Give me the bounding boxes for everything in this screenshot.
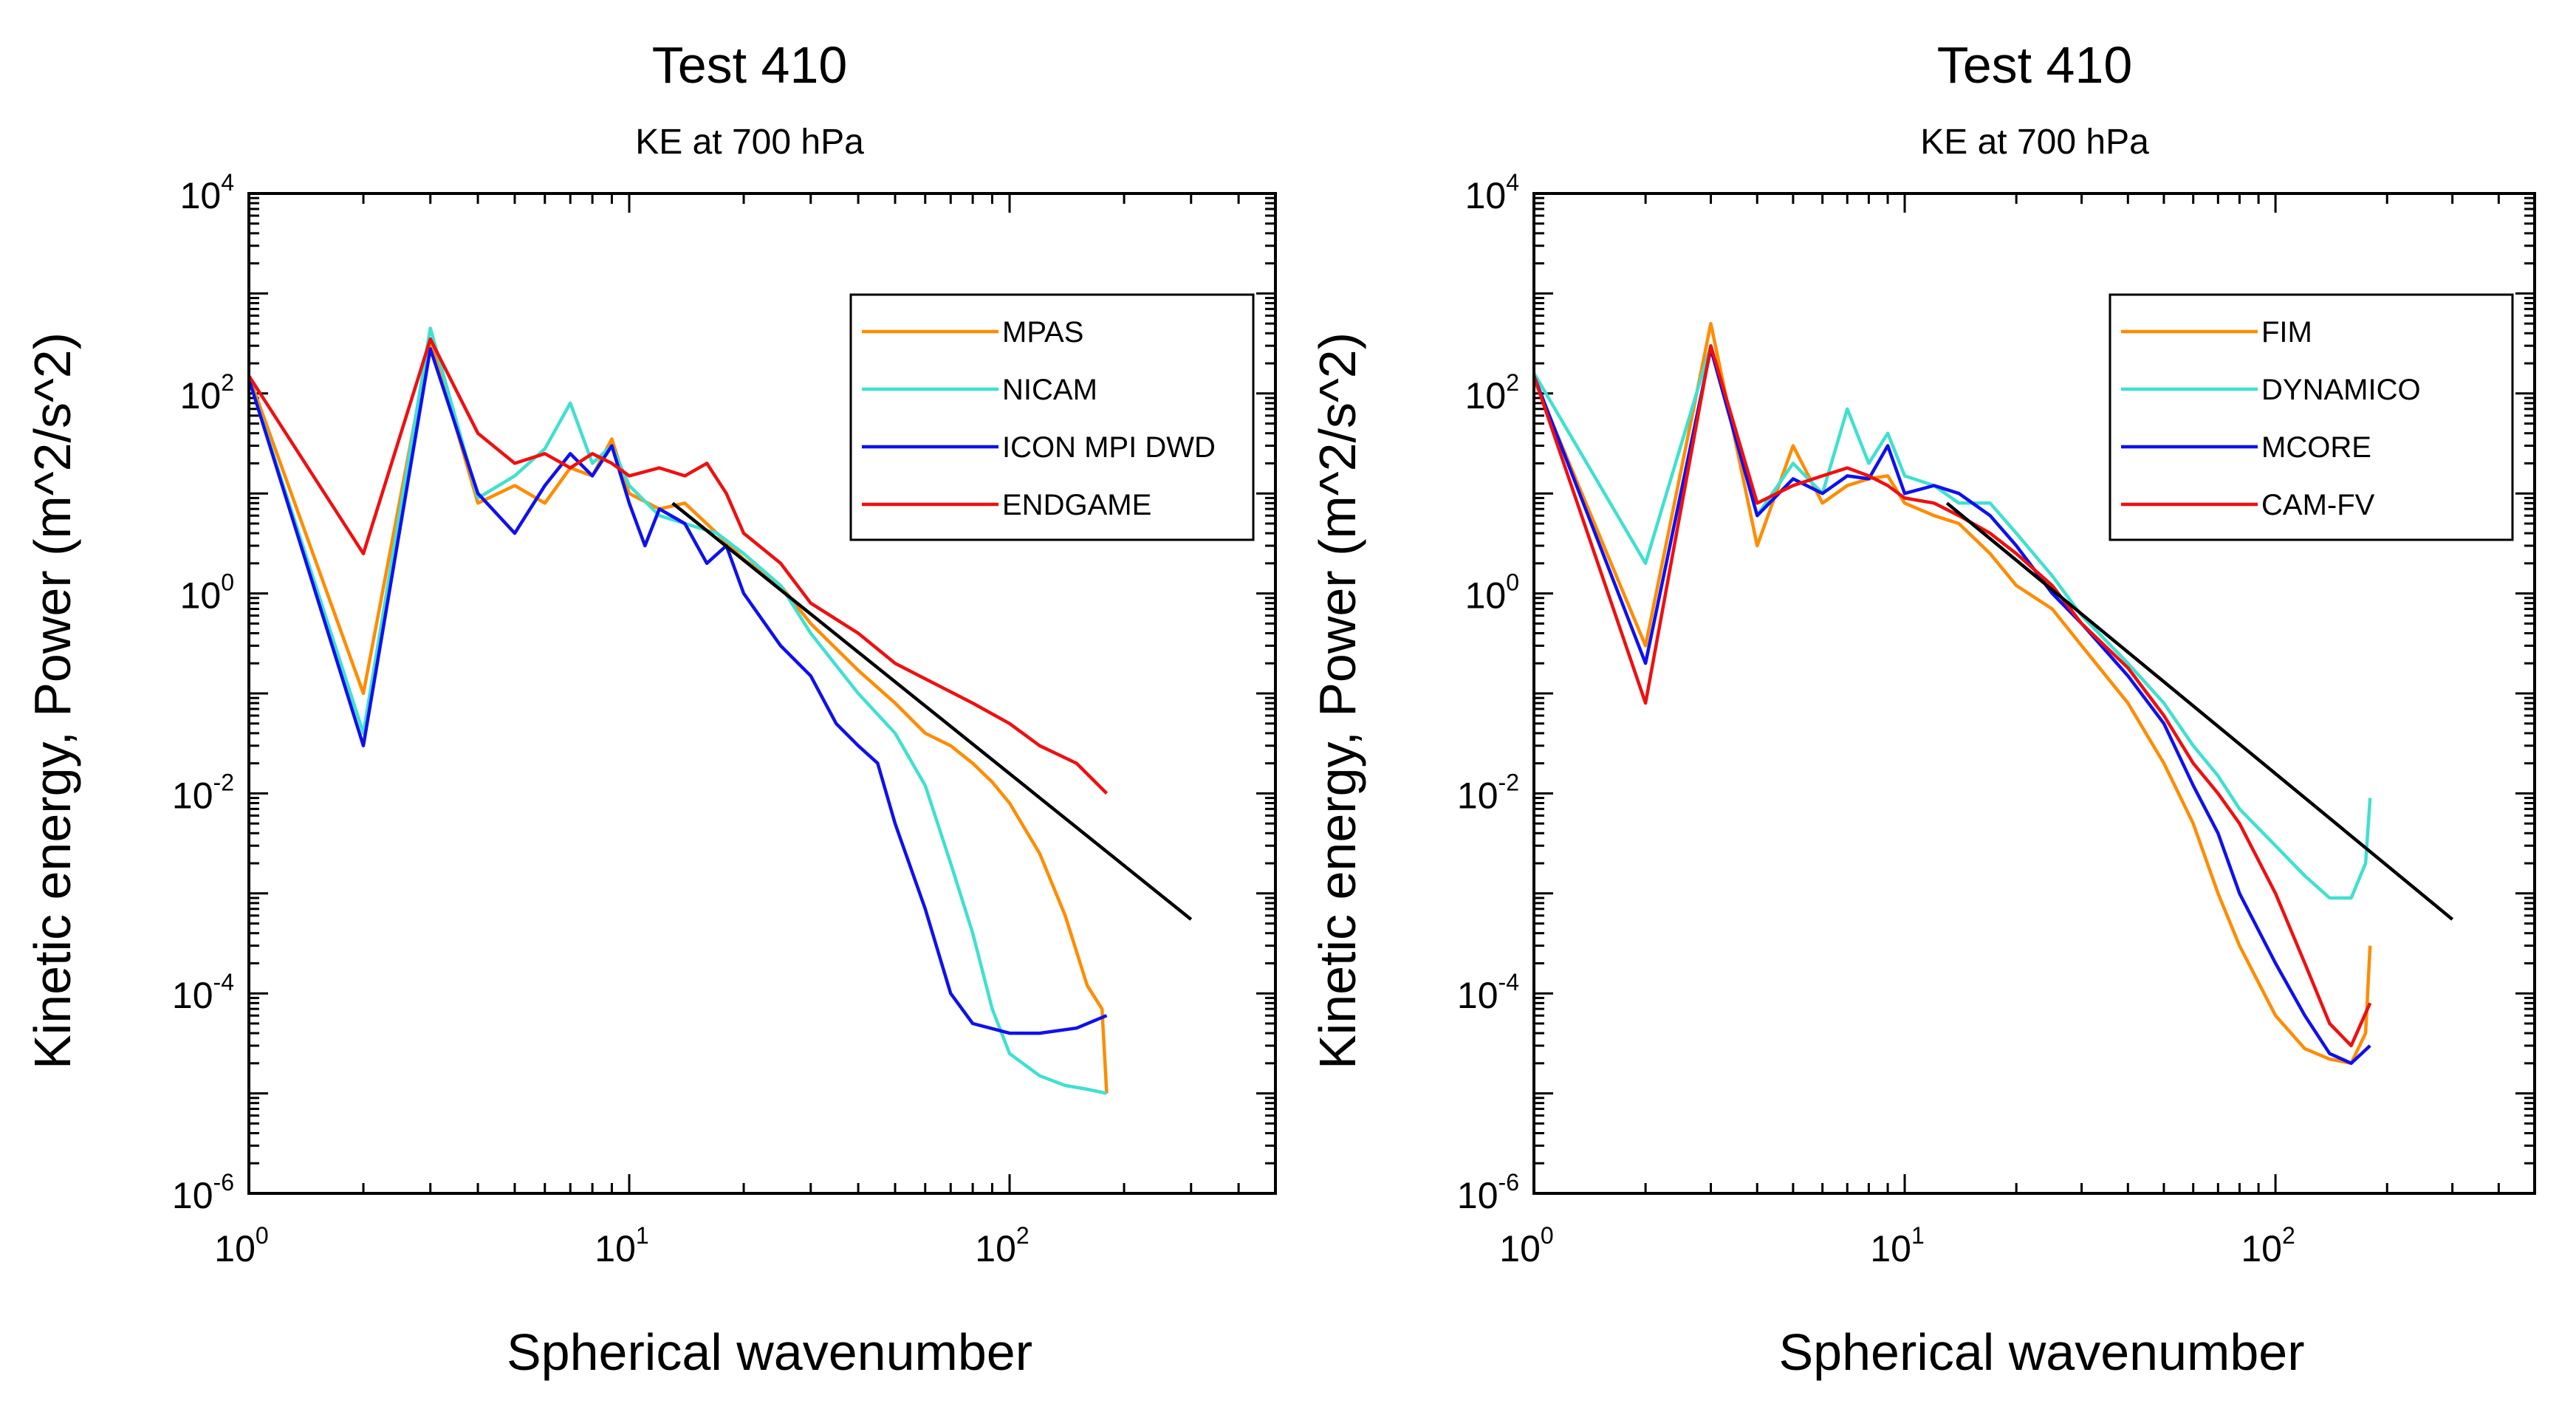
y-tick-exponent: -4 (213, 969, 234, 995)
x-tick-base: 10 (2241, 1228, 2282, 1269)
reference-slope-line (671, 501, 1193, 921)
y-tick-exponent: -6 (213, 1169, 234, 1196)
legend-label: FIM (2261, 316, 2312, 349)
y-tick-base: 10 (172, 1175, 213, 1216)
legend-label: MCORE (2261, 431, 2371, 464)
y-tick-label: 102 (180, 369, 234, 416)
y-tick-exponent: 4 (1506, 169, 1519, 196)
legend-label: MPAS (1002, 316, 1083, 349)
series-line-fim (1534, 321, 2372, 1066)
y-tick-base: 10 (1457, 1175, 1498, 1216)
plot-area (1534, 321, 2372, 1066)
tick-marks (1532, 192, 2536, 1195)
y-tick-label: 10-4 (1457, 969, 1519, 1016)
x-tick-label: 101 (595, 1222, 648, 1269)
y-tick-label: 10-2 (1457, 769, 1519, 816)
x-tick-exponent: 2 (2282, 1222, 2295, 1249)
x-axis-label: Spherical wavenumber (507, 1323, 1032, 1381)
plot-frame (247, 192, 1277, 1195)
x-tick-base: 10 (595, 1228, 636, 1269)
x-tick-label: 101 (1870, 1222, 1924, 1269)
y-tick-exponent: 0 (1506, 569, 1519, 596)
y-tick-exponent: -4 (1498, 969, 1519, 995)
y-tick-exponent: 0 (221, 569, 234, 596)
legend-label: ICON MPI DWD (1002, 431, 1216, 464)
legend-label: CAM-FV (2261, 489, 2375, 521)
y-axis-label: Kinetic energy, Power (m^2/s^2) (24, 332, 81, 1069)
y-tick-label: 10-6 (172, 1169, 234, 1216)
chart-subtitle: KE at 700 hPa (635, 123, 864, 162)
y-tick-label: 100 (180, 569, 234, 617)
series-line-nicam (249, 326, 1107, 1095)
y-tick-label: 104 (1465, 169, 1519, 216)
x-tick-base: 10 (214, 1228, 256, 1269)
series-line-cam-fv (1534, 343, 2372, 1048)
reference-slope-line (1945, 501, 2454, 921)
y-tick-label: 10-4 (172, 969, 234, 1016)
y-tick-label: 10-6 (1457, 1169, 1519, 1216)
y-tick-exponent: -2 (1498, 769, 1519, 795)
plot-area (249, 326, 1109, 1095)
y-tick-base: 10 (180, 375, 222, 416)
series-line-mpas (249, 337, 1109, 1094)
y-tick-base: 10 (180, 175, 222, 216)
legend: FIM DYNAMICO MCORE CAM-FV (2109, 293, 2514, 541)
x-axis-label: Spherical wavenumber (1778, 1323, 2304, 1381)
legend-label: NICAM (1002, 374, 1097, 406)
x-tick-exponent: 1 (1911, 1222, 1925, 1249)
x-tick-base: 10 (1499, 1228, 1541, 1269)
y-tick-base: 10 (1465, 175, 1507, 216)
y-tick-label: 100 (1465, 569, 1519, 617)
x-tick-exponent: 0 (1541, 1222, 1554, 1249)
y-tick-label: 104 (180, 169, 234, 216)
y-tick-label: 102 (1465, 369, 1519, 416)
x-tick-exponent: 2 (1016, 1222, 1030, 1249)
plot-frame (1532, 192, 2536, 1195)
y-tick-base: 10 (1457, 975, 1498, 1016)
y-tick-base: 10 (1465, 375, 1507, 416)
chart-subtitle: KE at 700 hPa (1920, 123, 2149, 162)
legend: MPAS NICAM ICON MPI DWD ENDGAME (849, 293, 1255, 541)
x-tick-label: 102 (975, 1222, 1029, 1269)
series-line-dynamico (1534, 343, 2372, 900)
series-line-endgame (249, 337, 1109, 795)
tick-marks (247, 192, 1277, 1195)
x-tick-label: 100 (214, 1222, 268, 1269)
x-tick-base: 10 (1870, 1228, 1911, 1269)
x-tick-base: 10 (975, 1228, 1016, 1269)
chart-title: Test 410 (652, 36, 848, 94)
y-tick-base: 10 (1465, 575, 1507, 617)
chart-panel-left: Test 410 KE at 700 hPa Spherical wavenumbe… (24, 36, 1277, 1381)
legend-label: ENDGAME (1002, 489, 1151, 521)
chart-panel-right: Test 410 KE at 700 hPa Spherical wavenumbe… (1309, 36, 2536, 1381)
legend-box (849, 293, 1255, 541)
x-tick-exponent: 1 (636, 1222, 649, 1249)
legend-box (2109, 293, 2514, 541)
x-tick-label: 100 (1499, 1222, 1553, 1269)
y-tick-exponent: 2 (1506, 369, 1519, 396)
series-line-mcore (1534, 347, 2371, 1066)
y-tick-base: 10 (172, 975, 213, 1016)
y-tick-exponent: 2 (221, 369, 234, 396)
x-tick-label: 102 (2241, 1222, 2295, 1269)
y-tick-exponent: 4 (221, 169, 234, 196)
y-tick-base: 10 (180, 575, 222, 617)
y-axis-label: Kinetic energy, Power (m^2/s^2) (1309, 332, 1366, 1069)
y-tick-label: 10-2 (172, 769, 234, 816)
x-tick-exponent: 0 (256, 1222, 269, 1249)
y-tick-exponent: -6 (1498, 1169, 1519, 1196)
y-tick-base: 10 (172, 775, 213, 816)
legend-label: DYNAMICO (2261, 374, 2421, 406)
y-tick-base: 10 (1457, 775, 1498, 816)
chart-title: Test 410 (1937, 36, 2133, 94)
y-tick-exponent: -2 (213, 769, 234, 795)
